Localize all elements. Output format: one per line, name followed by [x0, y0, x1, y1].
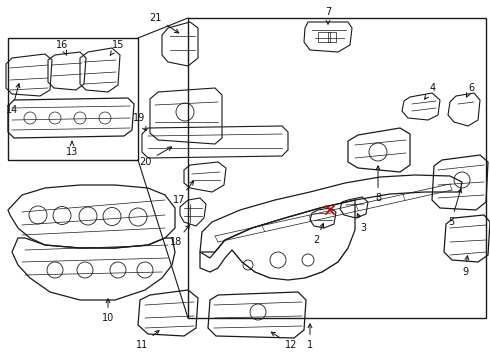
Text: 1: 1: [307, 324, 313, 350]
Text: 8: 8: [375, 166, 381, 203]
Bar: [8, 38, 138, 160]
Text: 21: 21: [149, 13, 179, 33]
Text: 10: 10: [102, 299, 114, 323]
Bar: [188, 18, 486, 318]
Text: 2: 2: [313, 224, 323, 245]
Text: 18: 18: [170, 225, 190, 247]
Text: 13: 13: [66, 141, 78, 157]
Text: 5: 5: [448, 189, 462, 227]
Text: 3: 3: [357, 213, 366, 233]
Bar: [318, 32, 330, 42]
Text: 17: 17: [172, 181, 194, 205]
Text: 16: 16: [56, 40, 68, 55]
Text: 9: 9: [462, 256, 469, 277]
Bar: [328, 32, 336, 42]
Text: 4: 4: [425, 83, 436, 99]
Text: 14: 14: [6, 84, 20, 115]
Text: 11: 11: [136, 330, 159, 350]
Text: 20: 20: [140, 147, 171, 167]
Text: 7: 7: [325, 7, 331, 24]
Text: 15: 15: [110, 40, 124, 55]
Text: 6: 6: [466, 83, 474, 97]
Text: 12: 12: [271, 332, 297, 350]
Text: 19: 19: [133, 113, 146, 131]
